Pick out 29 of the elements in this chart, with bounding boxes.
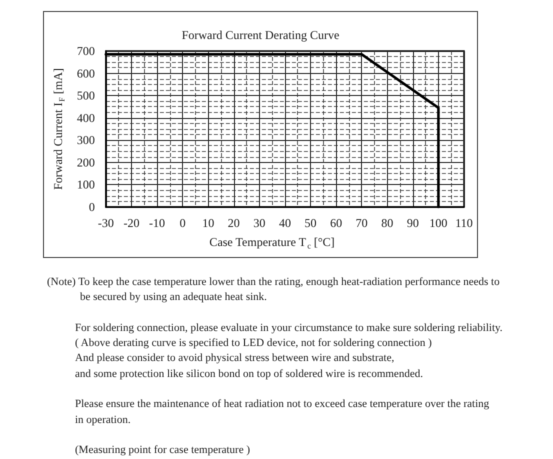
y-tick-label: 300 [76,133,95,148]
x-tick-label: 80 [381,216,394,230]
text: (Note) To keep the case temperature lower than the rating, enough heat-radiation performance needs to be secured by using an adequate heat sink. [47,275,501,306]
text: For soldering connection, please evaluate in your circumstance to make sure soldering reliability. ( Above derating curve is specified to LED device, not for soldering connection ) And please consider to avoid physical stress between wire and substrate, and some protection like silicon bond on top of soldered wire is recommended. [75,320,504,382]
y-tick-label: 600 [76,66,95,80]
x-tick-label: 20 [228,216,240,230]
x-tick-label: 10 [202,216,214,230]
y-tick-label: 400 [76,110,95,125]
y-tick-label: 100 [76,178,95,192]
y-tick-label: 0 [88,200,95,214]
x-tick-label: 50 [304,216,317,230]
y-tick-label: 500 [76,88,95,103]
x-tick-label: 60 [330,216,342,230]
y-axis-title: Forward Current IF [mA] [51,68,66,190]
x-tick-label: 30 [253,216,266,230]
x-tick-label: 100 [429,216,448,230]
x-tick-label: -20 [123,216,140,230]
x-tick-label: -10 [149,216,166,230]
x-tick-label: 40 [278,216,291,230]
x-tick-label: 70 [356,216,368,230]
text: (Measuring point for case temperature ) [75,443,252,458]
text: Please ensure the maintenance of heat radiation not to exceed case temperature over the rating in operation. [75,397,490,428]
x-tick-label: -30 [98,216,114,230]
y-tick-label: 700 [76,44,95,58]
x-tick-label: 0 [180,216,186,230]
y-tick-label: 200 [76,155,95,170]
x-tick-label: 90 [406,216,419,230]
x-tick-label: 110 [455,216,473,230]
chart-title: Forward Current Derating Curve [182,28,340,42]
